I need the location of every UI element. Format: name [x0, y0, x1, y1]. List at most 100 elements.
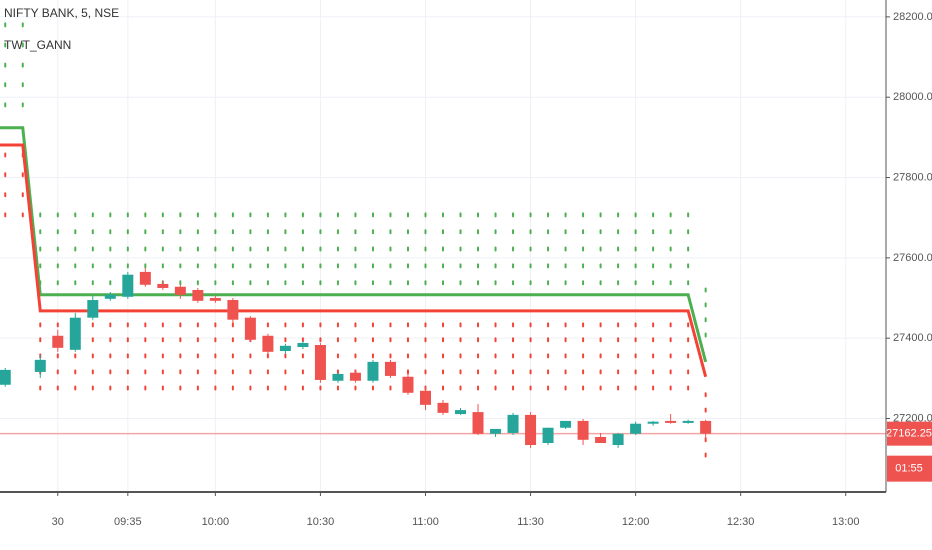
candle-body	[472, 412, 484, 434]
gann-level-dot	[459, 212, 462, 218]
gann-level-dot	[179, 229, 182, 235]
gann-level-dot	[336, 337, 339, 343]
gann-level-dot	[406, 246, 409, 252]
gann-level-dot	[477, 280, 480, 286]
gann-level-dot	[617, 246, 620, 252]
gann-level-dot	[161, 246, 164, 252]
gann-level-dot	[21, 102, 24, 108]
gann-level-dot	[652, 263, 655, 269]
gann-level-dot	[687, 369, 690, 375]
gann-level-dot	[284, 246, 287, 252]
gann-level-dot	[494, 322, 497, 328]
gann-level-dot	[39, 212, 42, 218]
gann-level-dot	[161, 322, 164, 328]
candle-body	[227, 300, 239, 320]
gann-level-dot	[371, 322, 374, 328]
candle-body	[34, 359, 46, 372]
gann-level-dot	[249, 353, 252, 359]
candle-body	[419, 390, 431, 405]
gann-level-dot	[424, 229, 427, 235]
gann-level-dot	[582, 322, 585, 328]
candle-body	[52, 335, 64, 348]
gann-level-dot	[512, 263, 515, 269]
gann-level-dot	[477, 246, 480, 252]
gann-level-dot	[196, 385, 199, 391]
gann-level-dot	[21, 82, 24, 88]
gann-level-dot	[336, 322, 339, 328]
gann-level-dot	[214, 337, 217, 343]
gann-level-dot	[582, 246, 585, 252]
gann-level-dot	[582, 229, 585, 235]
gann-level-dot	[4, 212, 7, 218]
gann-level-dot	[442, 337, 444, 343]
gann-level-dot	[564, 353, 567, 359]
gann-level-dot	[459, 263, 462, 269]
gann-level-dot	[389, 385, 392, 391]
indicator-name: TWT_GANN	[4, 38, 71, 52]
gann-level-dot	[371, 280, 374, 286]
candle-body	[542, 427, 554, 444]
gann-level-dot	[582, 337, 585, 343]
y-tick-label: 28200.00	[893, 11, 932, 23]
gann-level-dot	[599, 280, 602, 286]
gann-level-dot	[704, 407, 707, 413]
gann-level-dot	[284, 212, 287, 218]
gann-level-dot	[687, 229, 690, 235]
gann-level-dot	[617, 263, 620, 269]
gann-level-dot	[144, 337, 147, 343]
gann-level-dot	[599, 263, 602, 269]
gann-level-dot	[126, 369, 129, 375]
candle-body	[262, 335, 274, 352]
chart-title: NIFTY BANK, 5, NSE	[4, 6, 119, 20]
gann-level-dot	[56, 369, 59, 375]
gann-level-dot	[109, 322, 112, 328]
gann-level-dot	[266, 212, 269, 218]
gann-level-dot	[634, 280, 637, 286]
gann-level-dot	[56, 280, 59, 286]
gann-level-dot	[529, 353, 532, 359]
gann-level-dot	[91, 353, 94, 359]
candle-body	[612, 433, 624, 446]
candle-body	[384, 361, 396, 376]
gann-level-dot	[109, 246, 112, 252]
gann-level-dot	[617, 353, 620, 359]
gann-level-dot	[529, 263, 532, 269]
gann-level-dot	[91, 229, 94, 235]
gann-level-dot	[389, 246, 392, 252]
gann-level-dot	[389, 353, 392, 359]
gann-level-dot	[442, 229, 444, 235]
gann-level-dot	[617, 280, 620, 286]
gann-level-dot	[21, 22, 24, 28]
gann-level-dot	[442, 212, 444, 218]
gann-level-dot	[319, 246, 322, 252]
gann-level-dot	[406, 229, 409, 235]
gann-level-dot	[109, 280, 112, 286]
gann-level-dot	[529, 280, 532, 286]
gann-level-dot	[161, 385, 164, 391]
gann-level-dot	[477, 369, 480, 375]
gann-level-dot	[634, 369, 637, 375]
gann-level-dot	[179, 263, 182, 269]
gann-level-dot	[652, 280, 655, 286]
x-tick-label: 12:30	[727, 516, 755, 528]
gann-level-dot	[652, 353, 655, 359]
gann-level-dot	[547, 353, 550, 359]
gann-level-dot	[547, 337, 550, 343]
gann-level-dot	[4, 62, 7, 68]
y-tick-label: 27800.00	[893, 171, 932, 183]
gann-level-dot	[547, 229, 550, 235]
gann-line	[0, 126, 708, 363]
gann-level-dot	[21, 192, 24, 198]
gann-level-dot	[634, 212, 637, 218]
gann-level-dot	[214, 353, 217, 359]
gann-level-dot	[389, 322, 392, 328]
gann-level-dot	[459, 322, 462, 328]
gann-level-dot	[126, 229, 129, 235]
gann-level-dot	[179, 322, 182, 328]
gann-level-dot	[652, 229, 655, 235]
x-tick-label: 11:30	[517, 516, 544, 528]
candle-body	[139, 271, 151, 285]
gann-level-dot	[126, 385, 129, 391]
gann-level-dot	[582, 369, 585, 375]
gann-level-dot	[266, 263, 269, 269]
